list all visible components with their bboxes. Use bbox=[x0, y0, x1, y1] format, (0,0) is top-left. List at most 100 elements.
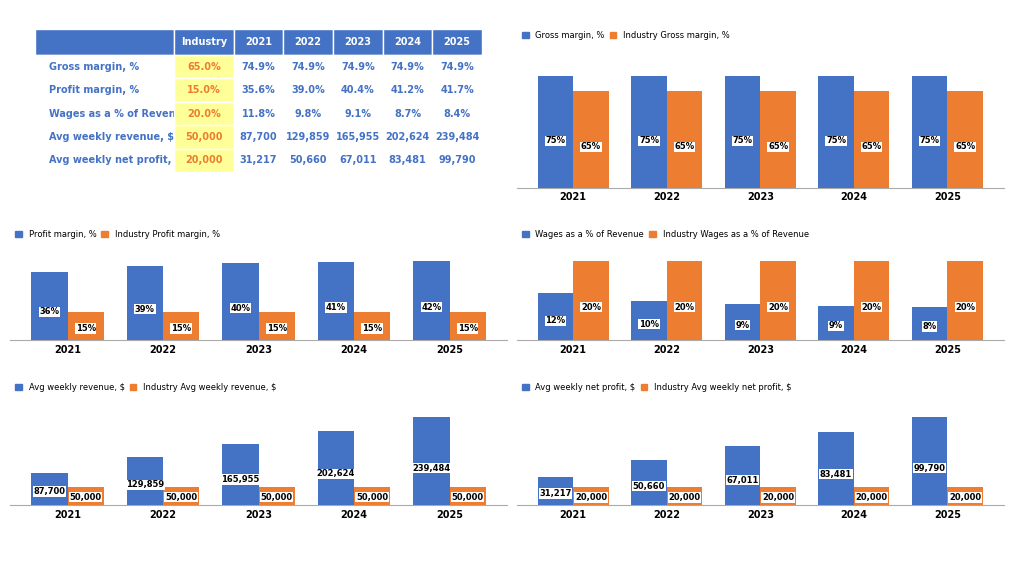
Bar bbox=[631, 301, 667, 340]
Text: 99,790: 99,790 bbox=[913, 463, 945, 473]
Bar bbox=[222, 444, 259, 505]
Text: 15%: 15% bbox=[362, 324, 382, 333]
Bar bbox=[127, 458, 163, 505]
Legend: Wages as a % of Revenue, Industry Wages as a % of Revenue: Wages as a % of Revenue, Industry Wages … bbox=[521, 229, 810, 240]
Bar bbox=[573, 261, 609, 340]
Bar bbox=[854, 261, 890, 340]
Text: 12%: 12% bbox=[546, 316, 565, 325]
Text: 75%: 75% bbox=[920, 136, 940, 145]
Bar bbox=[947, 261, 983, 340]
Text: 39%: 39% bbox=[135, 305, 155, 314]
Text: 41%: 41% bbox=[326, 303, 346, 312]
Text: 65%: 65% bbox=[861, 143, 882, 151]
Bar bbox=[354, 486, 390, 505]
Text: KPI's: KPI's bbox=[497, 14, 527, 24]
Bar bbox=[725, 76, 760, 188]
Text: 50,000: 50,000 bbox=[452, 493, 483, 501]
Bar bbox=[222, 263, 259, 340]
Bar bbox=[760, 261, 796, 340]
Bar bbox=[32, 473, 68, 505]
Text: 10%: 10% bbox=[639, 320, 659, 328]
Bar bbox=[68, 312, 103, 340]
Text: 20%: 20% bbox=[675, 302, 694, 312]
Text: 87,700: 87,700 bbox=[34, 487, 66, 496]
Text: KPI's: KPI's bbox=[497, 366, 527, 376]
Text: 50,000: 50,000 bbox=[356, 493, 388, 501]
Text: 15%: 15% bbox=[171, 324, 191, 333]
Text: 65%: 65% bbox=[581, 143, 601, 151]
Text: 67,011: 67,011 bbox=[726, 475, 759, 485]
Text: 65%: 65% bbox=[768, 143, 788, 151]
Bar bbox=[450, 486, 485, 505]
Text: 15%: 15% bbox=[266, 324, 287, 333]
Text: 40%: 40% bbox=[230, 304, 251, 313]
Bar bbox=[450, 312, 485, 340]
Legend: Profit margin, %, Industry Profit margin, %: Profit margin, %, Industry Profit margin… bbox=[14, 229, 220, 240]
Bar bbox=[538, 294, 573, 340]
Text: 50,000: 50,000 bbox=[165, 493, 198, 501]
Text: 65%: 65% bbox=[675, 143, 694, 151]
Text: 31,217: 31,217 bbox=[540, 489, 571, 498]
Text: 50,660: 50,660 bbox=[633, 482, 666, 490]
Text: 15%: 15% bbox=[458, 324, 478, 333]
Bar bbox=[911, 307, 947, 340]
Text: 20,000: 20,000 bbox=[856, 493, 888, 502]
Text: 9%: 9% bbox=[735, 321, 750, 329]
Bar bbox=[854, 91, 890, 188]
Bar bbox=[725, 446, 760, 505]
Text: 75%: 75% bbox=[732, 136, 753, 145]
Text: 75%: 75% bbox=[546, 136, 565, 145]
Text: 20%: 20% bbox=[581, 302, 601, 312]
Bar bbox=[947, 91, 983, 188]
Bar bbox=[818, 306, 854, 340]
Bar bbox=[760, 91, 796, 188]
Bar bbox=[818, 76, 854, 188]
Bar bbox=[911, 417, 947, 505]
Text: 75%: 75% bbox=[826, 136, 846, 145]
Text: 75%: 75% bbox=[639, 136, 659, 145]
Bar bbox=[163, 486, 200, 505]
Bar bbox=[317, 431, 354, 505]
Text: 239,484: 239,484 bbox=[413, 463, 451, 473]
Text: KPI's: KPI's bbox=[497, 213, 527, 223]
Text: 20%: 20% bbox=[861, 302, 882, 312]
Bar bbox=[573, 91, 609, 188]
Bar bbox=[631, 76, 667, 188]
Bar bbox=[538, 76, 573, 188]
Bar bbox=[354, 312, 390, 340]
Legend: Gross margin, %, Industry Gross margin, %: Gross margin, %, Industry Gross margin, … bbox=[521, 30, 731, 41]
Bar bbox=[127, 266, 163, 340]
Text: 15%: 15% bbox=[76, 324, 96, 333]
Bar bbox=[667, 488, 702, 505]
Bar bbox=[259, 486, 295, 505]
Bar bbox=[538, 478, 573, 505]
Text: 20,000: 20,000 bbox=[762, 493, 795, 502]
Legend: Avg weekly net profit, $, Industry Avg weekly net profit, $: Avg weekly net profit, $, Industry Avg w… bbox=[521, 382, 793, 393]
Text: 65%: 65% bbox=[955, 143, 975, 151]
Bar bbox=[414, 417, 450, 505]
Bar bbox=[760, 488, 796, 505]
Bar bbox=[667, 261, 702, 340]
Text: 129,859: 129,859 bbox=[126, 481, 164, 489]
Bar bbox=[68, 486, 103, 505]
Text: 20%: 20% bbox=[955, 302, 975, 312]
Bar bbox=[573, 488, 609, 505]
Text: 20,000: 20,000 bbox=[949, 493, 981, 502]
Bar bbox=[854, 488, 890, 505]
Bar bbox=[414, 261, 450, 340]
Bar bbox=[725, 304, 760, 340]
Text: 9%: 9% bbox=[829, 321, 843, 331]
Text: 20,000: 20,000 bbox=[574, 493, 607, 502]
Text: 50,000: 50,000 bbox=[261, 493, 293, 501]
Text: 83,481: 83,481 bbox=[820, 470, 852, 478]
Bar bbox=[667, 91, 702, 188]
Text: 165,955: 165,955 bbox=[221, 475, 260, 484]
Bar bbox=[259, 312, 295, 340]
Bar bbox=[947, 488, 983, 505]
Bar bbox=[32, 272, 68, 340]
Bar bbox=[317, 262, 354, 340]
Bar bbox=[911, 76, 947, 188]
Text: 50,000: 50,000 bbox=[70, 493, 101, 501]
Text: 20%: 20% bbox=[768, 302, 788, 312]
Text: 202,624: 202,624 bbox=[316, 469, 355, 478]
